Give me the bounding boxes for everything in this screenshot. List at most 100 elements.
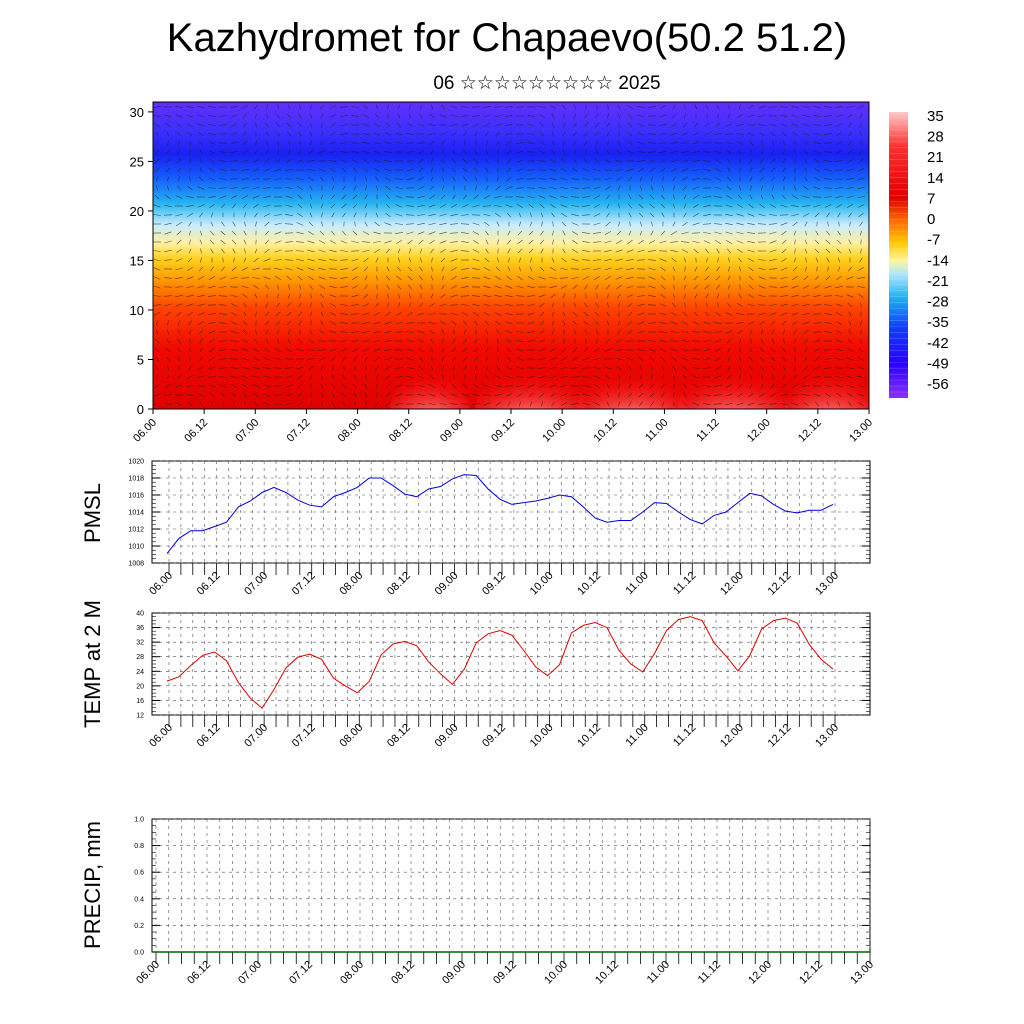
wind-arrow xyxy=(802,195,810,199)
wind-arrow xyxy=(791,195,799,199)
wind-arrow xyxy=(549,177,557,181)
wind-arrow xyxy=(153,106,161,108)
wind-arrow xyxy=(209,158,215,164)
wind-arrow xyxy=(550,105,556,109)
wind-arrow xyxy=(299,293,301,299)
wind-arrow xyxy=(516,177,524,181)
wind-arrow xyxy=(189,338,191,344)
wind-arrow xyxy=(375,257,379,263)
wind-arrow xyxy=(538,358,546,360)
wind-arrow xyxy=(738,104,742,110)
wind-arrow xyxy=(431,257,433,263)
wind-arrow xyxy=(273,385,283,387)
wind-arrow xyxy=(408,302,412,308)
wind-arrow xyxy=(285,204,293,208)
wind-arrow xyxy=(449,232,459,234)
wind-arrow xyxy=(186,303,194,307)
wind-arrow xyxy=(560,204,568,208)
wind-arrow xyxy=(858,212,864,218)
wind-arrow xyxy=(638,356,644,362)
wind-arrow xyxy=(694,293,698,299)
wind-arrow xyxy=(153,295,161,297)
wind-arrow xyxy=(573,158,577,164)
warm-cell xyxy=(475,362,585,409)
wind-arrow xyxy=(384,168,392,172)
wind-arrow xyxy=(197,114,205,118)
wind-arrow xyxy=(460,115,470,117)
wind-arrow xyxy=(450,258,458,262)
wind-arrow xyxy=(606,131,610,137)
wind-arrow xyxy=(727,167,731,173)
wind-arrow xyxy=(253,257,259,263)
wind-arrow xyxy=(451,167,457,173)
wind-arrow xyxy=(715,356,721,362)
wind-arrow xyxy=(606,203,610,209)
wind-arrow xyxy=(428,213,436,217)
wind-arrow xyxy=(473,383,479,389)
wind-arrow xyxy=(560,267,568,271)
wind-arrow xyxy=(780,114,788,118)
wind-arrow xyxy=(407,275,413,281)
wind-arrow xyxy=(320,365,324,371)
wind-arrow xyxy=(616,365,622,371)
wind-arrow xyxy=(255,122,257,128)
wind-arrow xyxy=(417,186,425,190)
wind-arrow xyxy=(572,231,578,235)
wind-arrow xyxy=(441,329,445,335)
wind-arrow xyxy=(339,331,349,333)
wind-arrow xyxy=(252,195,260,199)
wind-arrow xyxy=(418,356,424,362)
wind-arrow xyxy=(738,257,742,263)
wind-arrow xyxy=(604,231,612,235)
wind-arrow xyxy=(670,249,678,253)
wind-arrow xyxy=(749,365,753,371)
wind-arrow xyxy=(310,203,312,209)
wind-arrow xyxy=(835,349,843,351)
wind-arrow xyxy=(242,293,248,299)
wind-arrow xyxy=(395,384,403,388)
wind-arrow xyxy=(353,374,357,380)
wind-arrow xyxy=(497,257,499,263)
wind-arrow xyxy=(694,122,698,128)
wind-arrow xyxy=(273,367,283,369)
precip-x-tick-label: 12.00 xyxy=(746,959,774,987)
wind-arrow xyxy=(747,132,755,136)
wind-arrow xyxy=(572,284,578,290)
wind-arrow xyxy=(286,320,292,326)
wind-arrow xyxy=(813,330,821,334)
wind-arrow xyxy=(197,105,205,109)
wind-arrow xyxy=(827,221,829,227)
wind-arrow xyxy=(354,221,356,227)
wind-arrow xyxy=(780,303,788,307)
wind-arrow xyxy=(647,322,657,324)
wind-arrow xyxy=(430,176,434,182)
wind-arrow xyxy=(351,258,359,262)
wind-arrow xyxy=(583,122,589,128)
wind-arrow xyxy=(318,249,326,253)
wind-arrow xyxy=(649,167,655,173)
wind-arrow xyxy=(539,392,545,398)
wind-arrow xyxy=(638,203,644,209)
wind-arrow xyxy=(551,257,555,263)
wind-arrow xyxy=(374,113,380,119)
wind-arrow xyxy=(417,384,425,388)
wind-arrow xyxy=(264,221,270,227)
wind-arrow xyxy=(263,393,271,397)
wind-arrow xyxy=(538,105,546,109)
wind-arrow xyxy=(497,239,499,245)
wind-arrow xyxy=(703,160,711,162)
wind-arrow xyxy=(472,114,480,118)
wind-arrow xyxy=(859,221,863,227)
wind-arrow xyxy=(197,276,205,280)
wind-arrow xyxy=(330,131,336,137)
precip-y-tick-label: 1.0 xyxy=(134,817,144,824)
wind-arrow xyxy=(252,384,260,388)
wind-arrow xyxy=(397,302,401,308)
temp-y-tick-label: 28 xyxy=(136,654,144,661)
wind-arrow xyxy=(208,313,216,315)
wind-arrow xyxy=(781,248,787,254)
wind-arrow xyxy=(749,167,753,173)
wind-arrow xyxy=(649,392,655,398)
wind-arrow xyxy=(199,212,203,218)
wind-arrow xyxy=(561,212,567,218)
